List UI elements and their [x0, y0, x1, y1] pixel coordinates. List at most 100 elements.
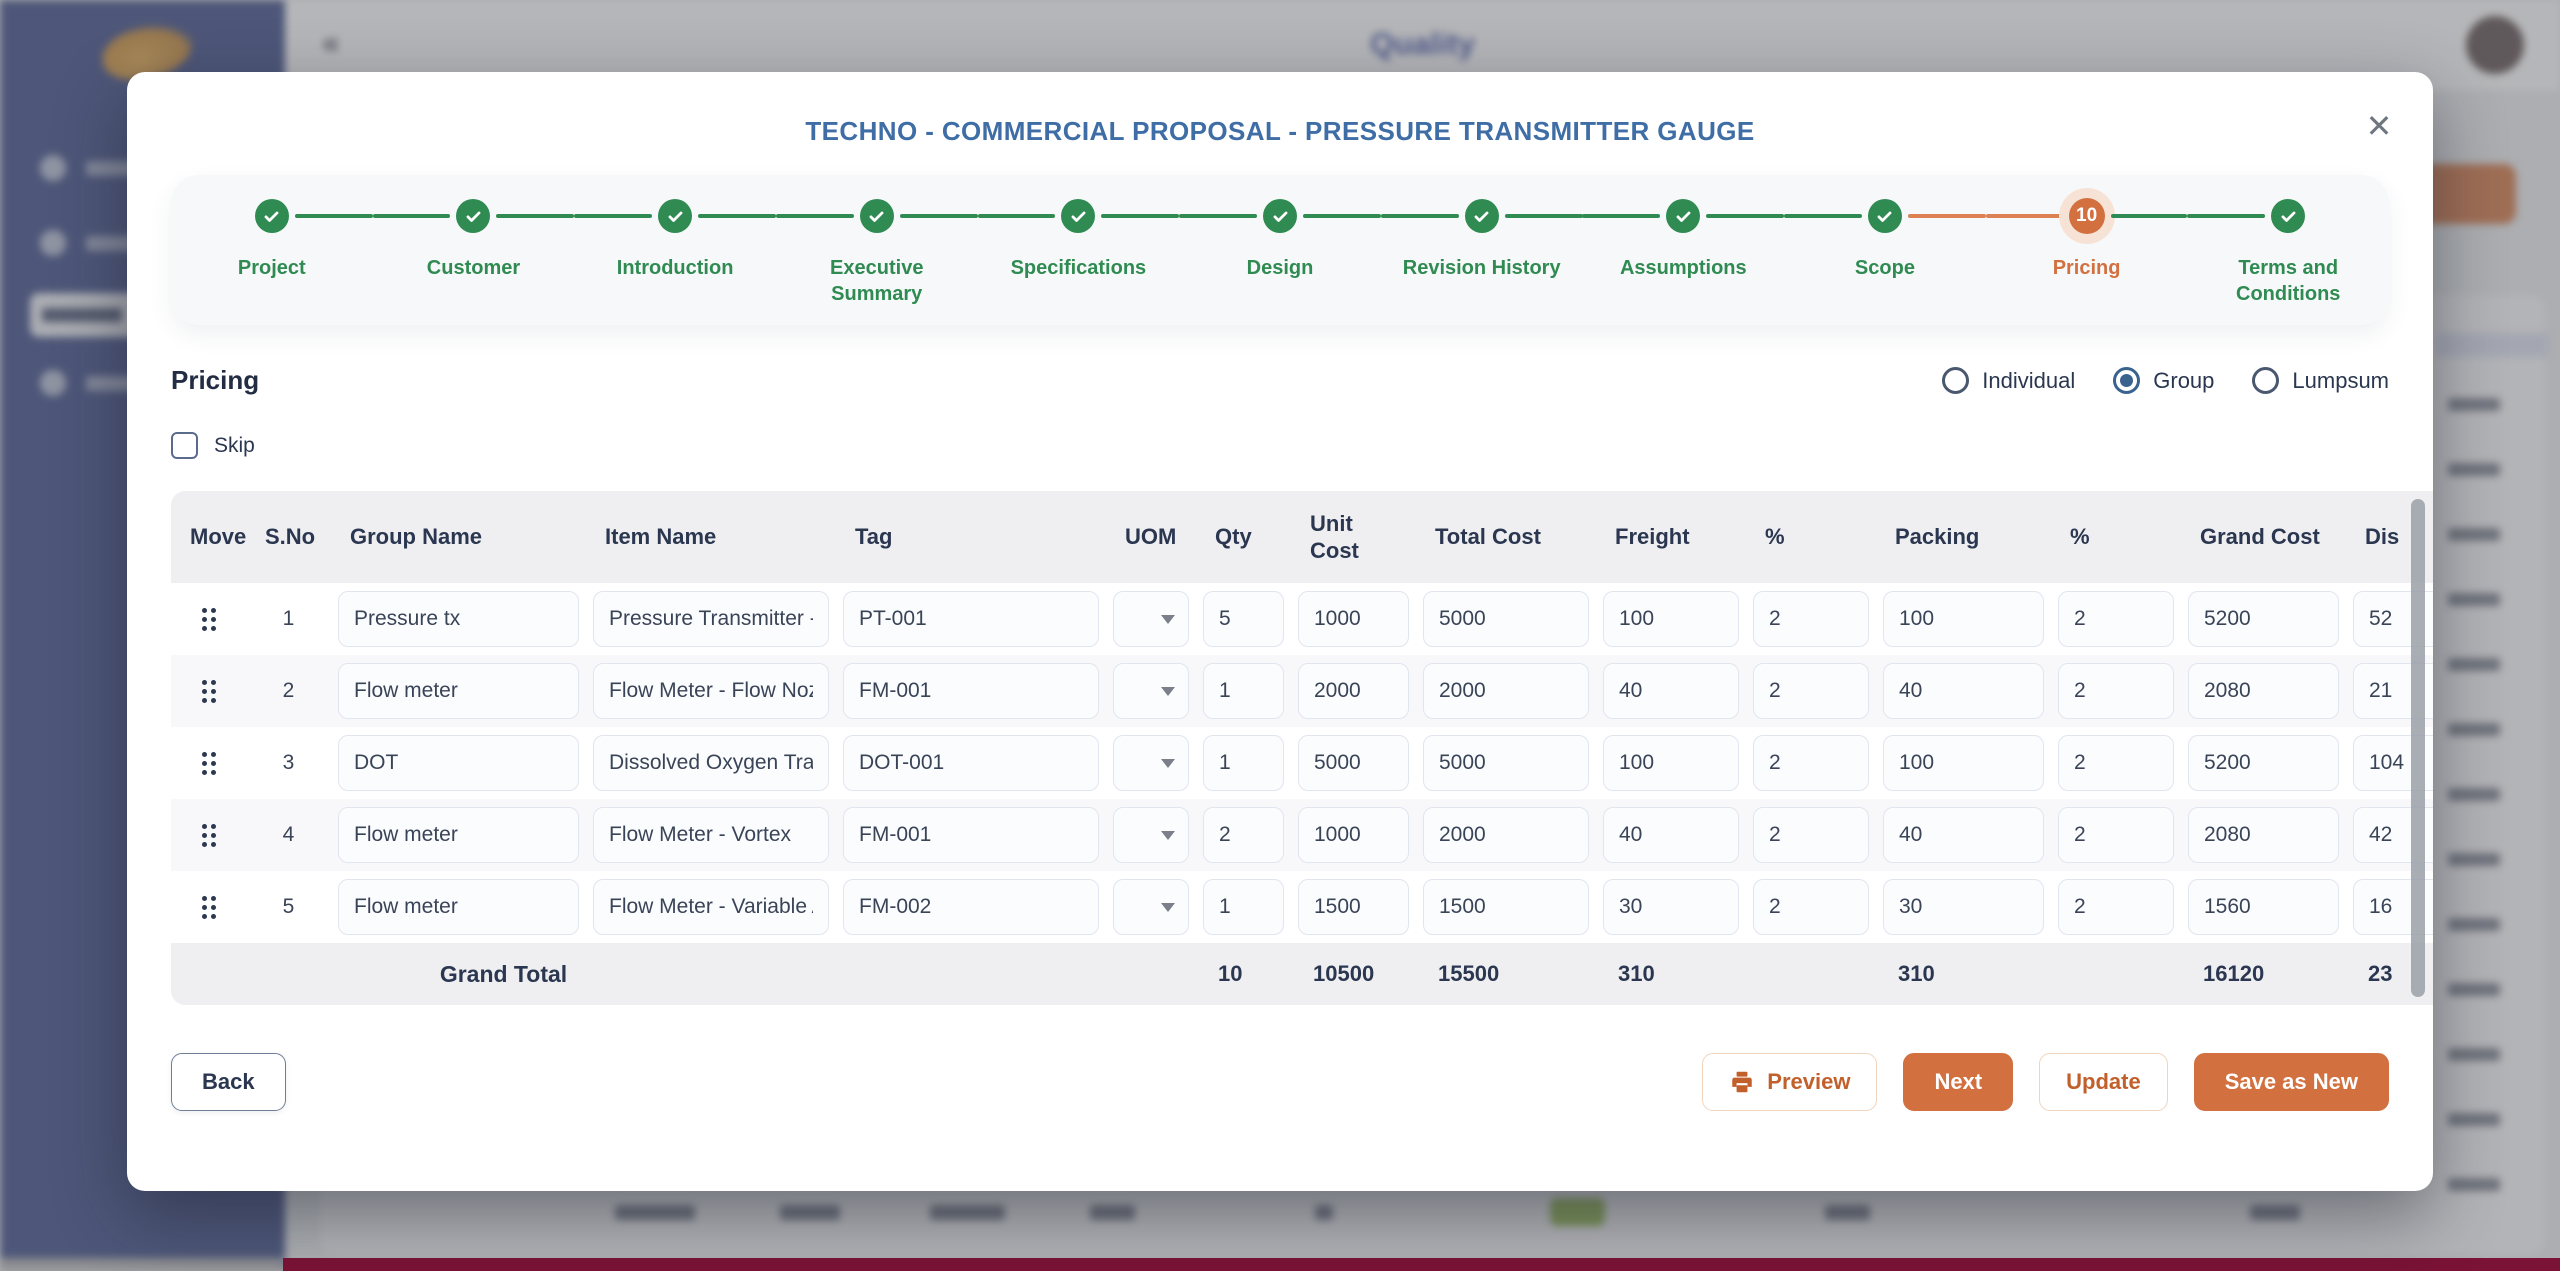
unit-cost-input[interactable] — [1298, 591, 1409, 647]
qty-input[interactable] — [1203, 663, 1284, 719]
step-label: Executive Summary — [830, 257, 924, 305]
freight-input[interactable] — [1603, 879, 1739, 935]
step-label: Revision History — [1402, 257, 1561, 279]
uom-select[interactable] — [1113, 807, 1189, 863]
skip-checkbox[interactable] — [171, 432, 198, 459]
tag-input[interactable] — [843, 807, 1099, 863]
freight-input[interactable] — [1603, 663, 1739, 719]
step-pricing-current[interactable]: 10 Pricing — [1985, 197, 2188, 325]
uom-select[interactable] — [1113, 879, 1189, 935]
close-icon[interactable]: ✕ — [2365, 108, 2393, 144]
total-cost-input[interactable] — [1423, 735, 1589, 791]
radio-icon[interactable] — [1942, 367, 1970, 394]
packing-pct-input[interactable] — [2058, 735, 2174, 791]
step-terms-and-conditions[interactable]: Terms and Conditions — [2187, 197, 2389, 325]
chevron-down-icon — [1161, 758, 1175, 768]
packing-pct-input[interactable] — [2058, 879, 2174, 935]
col-total-cost: Total Cost — [1435, 524, 1541, 550]
back-button[interactable]: Back — [171, 1053, 286, 1111]
qty-input[interactable] — [1203, 807, 1284, 863]
group-name-input[interactable] — [338, 807, 579, 863]
radio-icon-selected[interactable] — [2113, 367, 2141, 394]
item-name-input[interactable] — [593, 735, 829, 791]
qty-input[interactable] — [1203, 735, 1284, 791]
packing-input[interactable] — [1883, 735, 2044, 791]
freight-pct-input[interactable] — [1753, 807, 1869, 863]
packing-pct-input[interactable] — [2058, 807, 2174, 863]
packing-input[interactable] — [1883, 807, 2044, 863]
step-customer[interactable]: Customer — [372, 197, 575, 325]
item-name-input[interactable] — [593, 807, 829, 863]
freight-pct-input[interactable] — [1753, 591, 1869, 647]
radio-lumpsum[interactable]: Lumpsum — [2252, 367, 2389, 394]
qty-input[interactable] — [1203, 591, 1284, 647]
tag-input[interactable] — [843, 591, 1099, 647]
step-project[interactable]: Project — [171, 197, 373, 325]
packing-pct-input[interactable] — [2058, 663, 2174, 719]
total-cost-input[interactable] — [1423, 879, 1589, 935]
group-name-input[interactable] — [338, 735, 579, 791]
drag-handle-icon[interactable] — [197, 605, 221, 633]
drag-handle-icon[interactable] — [197, 749, 221, 777]
grand-cost-input[interactable] — [2188, 663, 2339, 719]
group-name-input[interactable] — [338, 663, 579, 719]
uom-select[interactable] — [1113, 735, 1189, 791]
qty-input[interactable] — [1203, 879, 1284, 935]
drag-handle-icon[interactable] — [197, 677, 221, 705]
grand-cost-input[interactable] — [2188, 591, 2339, 647]
unit-cost-input[interactable] — [1298, 879, 1409, 935]
item-name-input[interactable] — [593, 663, 829, 719]
item-name-input[interactable] — [593, 591, 829, 647]
step-scope[interactable]: Scope — [1784, 197, 1986, 325]
step-executive-summary[interactable]: Executive Summary — [775, 197, 978, 325]
freight-pct-input[interactable] — [1753, 735, 1869, 791]
unit-cost-input[interactable] — [1298, 663, 1409, 719]
freight-pct-input[interactable] — [1753, 663, 1869, 719]
step-introduction[interactable]: Introduction — [574, 197, 776, 325]
check-icon — [1263, 199, 1298, 233]
save-as-new-button[interactable]: Save as New — [2193, 1053, 2389, 1111]
uom-select[interactable] — [1113, 663, 1189, 719]
total-cost-input[interactable] — [1423, 663, 1589, 719]
packing-input[interactable] — [1883, 663, 2044, 719]
update-button[interactable]: Update — [2039, 1053, 2168, 1111]
tag-input[interactable] — [843, 663, 1099, 719]
grand-cost-input[interactable] — [2188, 807, 2339, 863]
table-scrollbar[interactable] — [2411, 499, 2425, 997]
tag-input[interactable] — [843, 879, 1099, 935]
grand-cost-input[interactable] — [2188, 735, 2339, 791]
total-cost-input[interactable] — [1423, 591, 1589, 647]
group-name-input[interactable] — [338, 591, 579, 647]
drag-handle-icon[interactable] — [197, 821, 221, 849]
preview-button[interactable]: Preview — [1702, 1053, 1878, 1111]
freight-input[interactable] — [1603, 591, 1739, 647]
grand-total-unit-cost: 10500 — [1313, 961, 1375, 986]
tag-input[interactable] — [843, 735, 1099, 791]
unit-cost-input[interactable] — [1298, 807, 1409, 863]
total-cost-input[interactable] — [1423, 807, 1589, 863]
step-label: Specifications — [1010, 257, 1147, 279]
step-revision-history[interactable]: Revision History — [1380, 197, 1583, 325]
step-assumptions[interactable]: Assumptions — [1582, 197, 1785, 325]
drag-handle-icon[interactable] — [197, 893, 221, 921]
step-design[interactable]: Design — [1179, 197, 1381, 325]
radio-individual[interactable]: Individual — [1942, 367, 2075, 394]
uom-select[interactable] — [1113, 591, 1189, 647]
check-icon — [1666, 199, 1701, 233]
freight-input[interactable] — [1603, 807, 1739, 863]
next-button[interactable]: Next — [1903, 1053, 2014, 1111]
radio-icon[interactable] — [2252, 367, 2280, 394]
radio-group-option[interactable]: Group — [2113, 367, 2214, 394]
grand-cost-input[interactable] — [2188, 879, 2339, 935]
freight-pct-input[interactable] — [1753, 879, 1869, 935]
item-name-input[interactable] — [593, 879, 829, 935]
chevron-down-icon — [1161, 614, 1175, 624]
unit-cost-input[interactable] — [1298, 735, 1409, 791]
packing-input[interactable] — [1883, 591, 2044, 647]
group-name-input[interactable] — [338, 879, 579, 935]
table-row: 1 — [171, 583, 2433, 655]
freight-input[interactable] — [1603, 735, 1739, 791]
step-specifications[interactable]: Specifications — [977, 197, 1180, 325]
packing-pct-input[interactable] — [2058, 591, 2174, 647]
packing-input[interactable] — [1883, 879, 2044, 935]
